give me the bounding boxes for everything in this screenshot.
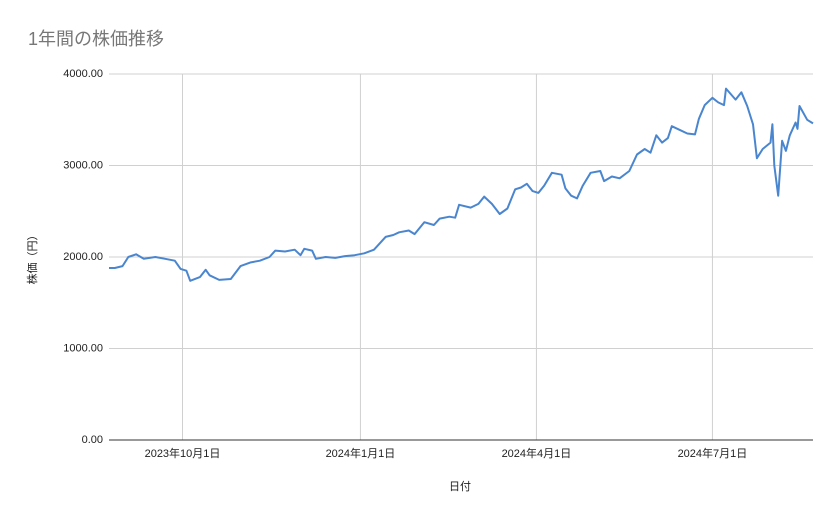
x-tick-label: 2024年4月1日	[502, 446, 572, 460]
y-tick-label: 1000.00	[63, 342, 103, 354]
x-tick-label: 2023年10月1日	[145, 446, 221, 460]
chart-title: 1年間の株価推移	[28, 29, 164, 49]
x-tick-label: 2024年1月1日	[326, 446, 396, 460]
y-tick-label: 3000.00	[63, 159, 103, 171]
y-tick-label: 0.00	[82, 434, 103, 446]
x-tick-label: 2024年7月1日	[678, 446, 748, 460]
x-axis-label: 日付	[449, 480, 471, 493]
price-line	[109, 87, 814, 282]
y-axis-label: 株価（円）	[25, 230, 39, 285]
y-tick-label: 4000.00	[63, 68, 103, 80]
y-tick-label: 2000.00	[63, 251, 103, 263]
